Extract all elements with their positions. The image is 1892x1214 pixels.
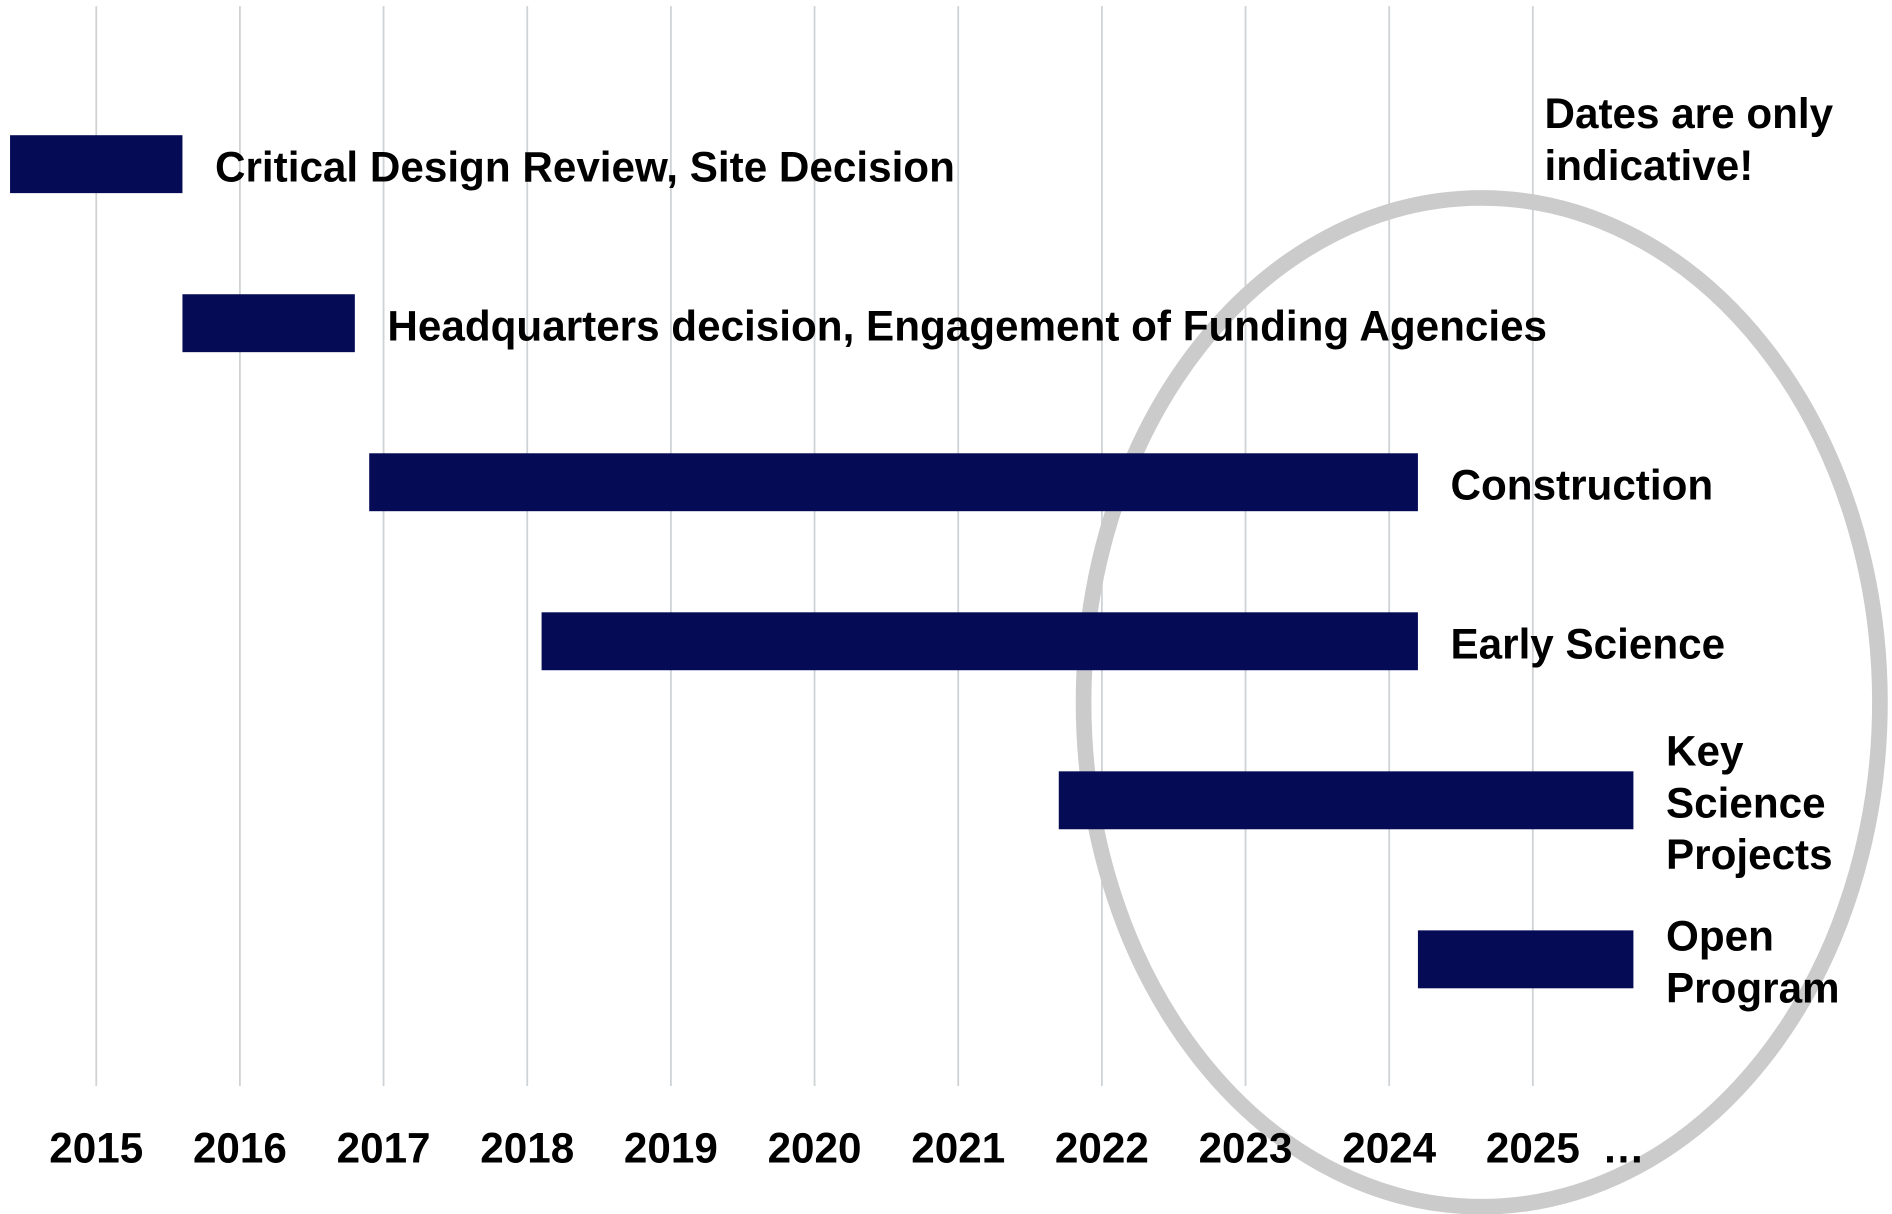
bar — [1417, 930, 1634, 989]
x-tick-label: 2021 — [911, 1124, 1005, 1171]
bar-label: Early Science — [1451, 620, 1726, 667]
x-tick-label: 2016 — [193, 1124, 287, 1171]
bar — [1058, 771, 1634, 830]
x-tick-label: 2019 — [624, 1124, 718, 1171]
bar-label: Headquarters decision, Engagement of Fun… — [387, 302, 1547, 349]
x-tick-label: 2025 — [1486, 1124, 1580, 1171]
x-tick-label: 2022 — [1055, 1124, 1149, 1171]
bar-label: Construction — [1451, 461, 1714, 508]
bar-label: Critical Design Review, Site Decision — [215, 143, 955, 190]
bar — [10, 135, 183, 194]
x-tick-label: 2020 — [768, 1124, 862, 1171]
bar — [541, 612, 1418, 671]
bar-label: Open Program — [1666, 913, 1840, 1012]
x-tick-label: 2015 — [49, 1124, 143, 1171]
axis-continuation: … — [1602, 1124, 1644, 1171]
bar-label: Key Science Projects — [1666, 728, 1833, 879]
x-tick-label: 2023 — [1199, 1124, 1293, 1171]
x-tick-label: 2017 — [337, 1124, 431, 1171]
highlight-ellipse — [1075, 190, 1888, 1214]
x-tick-label: 2018 — [480, 1124, 574, 1171]
annotation: Dates are only indicative! — [1544, 90, 1833, 189]
bar — [182, 294, 355, 353]
x-tick-label: 2024 — [1342, 1124, 1436, 1171]
bar — [369, 453, 1418, 512]
